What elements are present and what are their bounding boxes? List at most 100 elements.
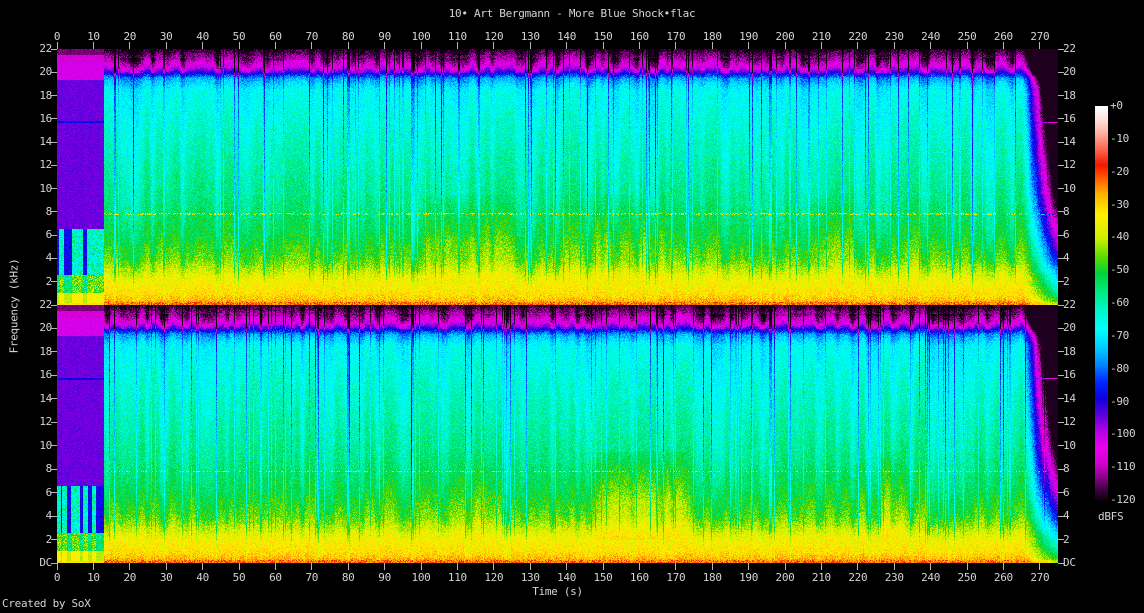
freq-tick (1058, 257, 1064, 259)
time-tick (675, 42, 677, 49)
colorbar-tick-label: -10 (1110, 131, 1129, 145)
freq-tick (51, 492, 57, 494)
colorbar-tick-label: -40 (1110, 230, 1129, 244)
freq-tick (51, 211, 57, 213)
colorbar-tick-label: -120 (1110, 493, 1136, 506)
time-tick (638, 42, 640, 49)
freq-tick (1058, 492, 1064, 494)
freq-tick-label: 18 (1063, 344, 1076, 358)
time-tick (347, 563, 349, 570)
page-title: 10• Art Bergmann - More Blue Shock•flac (448, 7, 696, 20)
colorbar-tick-label: -50 (1110, 263, 1129, 277)
time-tick (930, 563, 932, 570)
freq-tick (51, 141, 57, 143)
colorbar-tick-label: -20 (1110, 164, 1129, 178)
time-tick (566, 42, 568, 49)
time-tick (56, 42, 58, 49)
time-tick (92, 563, 94, 570)
freq-tick (51, 539, 57, 541)
time-axis-title: Time (s) (532, 585, 583, 598)
time-tick-label: 220 (848, 30, 868, 43)
time-tick-label: 130 (520, 571, 540, 584)
freq-tick-label: 6 (1063, 485, 1070, 499)
freq-tick-label: 12 (1063, 158, 1076, 172)
colorbar-tick-label: -80 (1110, 361, 1129, 375)
time-tick-label: 100 (411, 30, 431, 43)
time-tick-label: 150 (593, 571, 613, 584)
freq-tick (1058, 445, 1064, 447)
freq-tick-label: 8 (45, 462, 53, 476)
freq-tick (1058, 234, 1064, 236)
freq-tick (51, 118, 57, 120)
freq-tick (51, 71, 57, 73)
time-tick (602, 563, 604, 570)
freq-tick-label: 2 (1063, 274, 1070, 288)
time-tick-label: 40 (196, 30, 209, 43)
time-tick-label: 240 (921, 571, 941, 584)
time-tick-label: 20 (123, 30, 137, 43)
freq-tick-label: 14 (1063, 391, 1076, 405)
freq-tick (51, 234, 57, 236)
freq-tick (51, 95, 57, 97)
time-tick-label: 260 (993, 30, 1013, 43)
freq-tick-label: 16 (1063, 368, 1076, 382)
time-tick-label: 10 (87, 30, 100, 43)
time-tick-label: 0 (53, 30, 61, 43)
colorbar-unit: dBFS (1098, 510, 1124, 523)
time-tick-label: 10 (87, 571, 100, 584)
time-tick (1002, 563, 1004, 570)
freq-tick-label: 4 (45, 509, 53, 523)
time-tick-label: 70 (305, 571, 319, 584)
freq-tick-label: 8 (1063, 462, 1070, 476)
freq-tick (1058, 164, 1064, 166)
freq-tick-label: DC (39, 556, 52, 569)
time-tick-label: 110 (447, 571, 467, 584)
colorbar-tick-label: -70 (1110, 328, 1129, 342)
freq-tick (51, 562, 57, 564)
time-tick-label: 160 (629, 571, 649, 584)
freq-tick (1058, 71, 1064, 73)
freq-tick-label: 22 (39, 298, 52, 311)
freq-tick (1058, 351, 1064, 353)
freq-tick (1058, 562, 1064, 564)
time-tick (56, 563, 58, 570)
freq-tick (1058, 95, 1064, 97)
freq-tick (51, 257, 57, 259)
time-tick-label: 170 (666, 30, 686, 43)
time-tick-label: 20 (123, 571, 137, 584)
freq-tick (51, 421, 57, 423)
freq-tick-label: 10 (39, 181, 52, 195)
time-tick-label: 270 (1030, 571, 1050, 584)
time-tick-label: 70 (305, 30, 319, 43)
time-tick (493, 563, 495, 570)
freq-tick-label: 22 (1063, 42, 1076, 55)
freq-tick-label: 10 (1063, 438, 1076, 452)
time-tick (820, 42, 822, 49)
freq-tick (1058, 48, 1064, 50)
time-tick (820, 563, 822, 570)
freq-tick (1058, 141, 1064, 143)
freq-tick-label: 16 (39, 368, 52, 382)
freq-tick-label: 6 (45, 228, 53, 242)
time-tick (311, 42, 313, 49)
freq-tick (51, 445, 57, 447)
freq-tick (51, 515, 57, 517)
time-tick-label: 30 (159, 571, 173, 584)
time-tick (857, 563, 859, 570)
time-tick (129, 42, 131, 49)
time-tick (966, 563, 968, 570)
colorbar-tick-label: -90 (1110, 394, 1129, 408)
freq-tick-label: 4 (45, 251, 53, 265)
time-tick (1039, 563, 1041, 570)
time-tick-label: 220 (848, 571, 868, 584)
time-tick (384, 42, 386, 49)
freq-tick (51, 351, 57, 353)
time-tick (274, 563, 276, 570)
freq-tick (51, 304, 57, 306)
freq-tick-label: 20 (39, 321, 52, 335)
freq-tick (51, 398, 57, 400)
time-tick-label: 240 (921, 30, 941, 43)
time-tick-label: 180 (702, 30, 722, 43)
time-tick (784, 42, 786, 49)
